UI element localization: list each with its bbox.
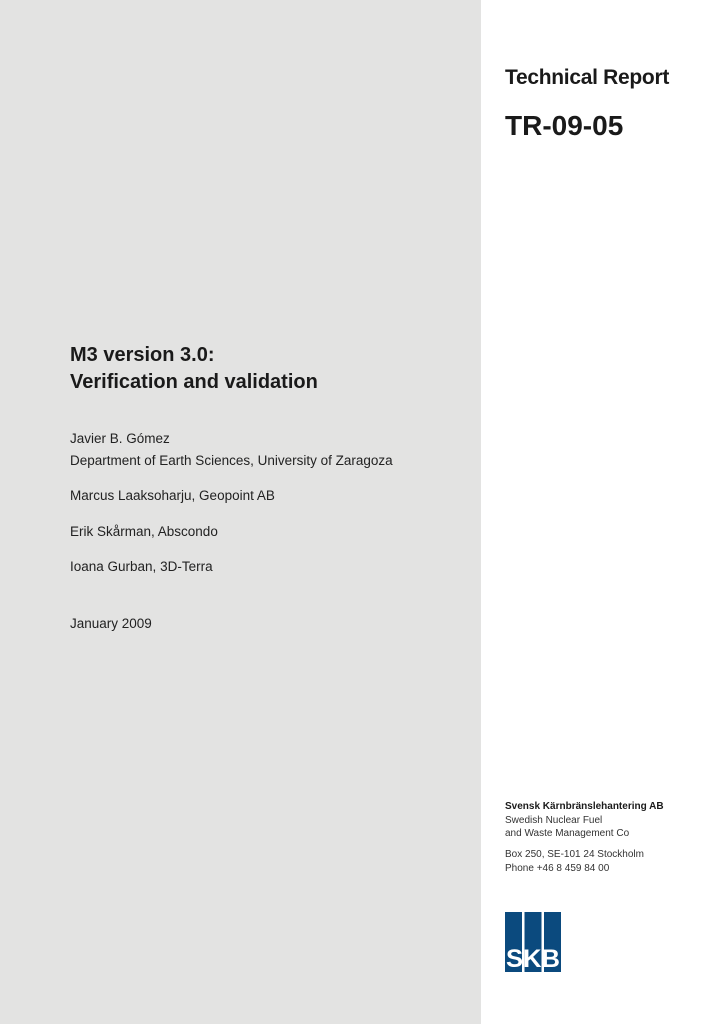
- publisher-name: Svensk Kärnbränslehantering AB: [505, 801, 664, 812]
- publisher-phone: Phone +46 8 459 84 00: [505, 862, 610, 874]
- document-title: M3 version 3.0: Verification and validat…: [70, 342, 318, 396]
- author-1: Javier B. Gómez: [70, 431, 170, 446]
- skb-logo: SKB: [505, 912, 561, 972]
- report-number: TR-09-05: [505, 110, 624, 141]
- author-2: Marcus Laaksoharju, Geopoint AB: [70, 488, 275, 503]
- publisher-english-1: Swedish Nuclear Fuel: [505, 814, 603, 826]
- publication-date: January 2009: [70, 616, 152, 631]
- title-line-2: Verification and validation: [70, 371, 318, 393]
- author-1-affiliation: Department of Earth Sciences, University…: [70, 453, 393, 468]
- author-3: Erik Skårman, Abscondo: [70, 524, 218, 539]
- publisher-english-2: and Waste Management Co: [505, 828, 630, 839]
- publisher-address: Box 250, SE-101 24 Stockholm: [505, 849, 644, 860]
- cover-gray-panel: [0, 0, 481, 1024]
- report-series: Technical Report: [505, 66, 670, 89]
- publisher-contact: Box 250, SE-101 24 Stockholm Phone +46 8…: [505, 848, 644, 875]
- publisher-block: Svensk Kärnbränslehantering AB Swedish N…: [505, 800, 664, 841]
- logo-text: SKB: [506, 945, 560, 972]
- author-4: Ioana Gurban, 3D-Terra: [70, 559, 213, 574]
- title-line-1: M3 version 3.0:: [70, 344, 215, 366]
